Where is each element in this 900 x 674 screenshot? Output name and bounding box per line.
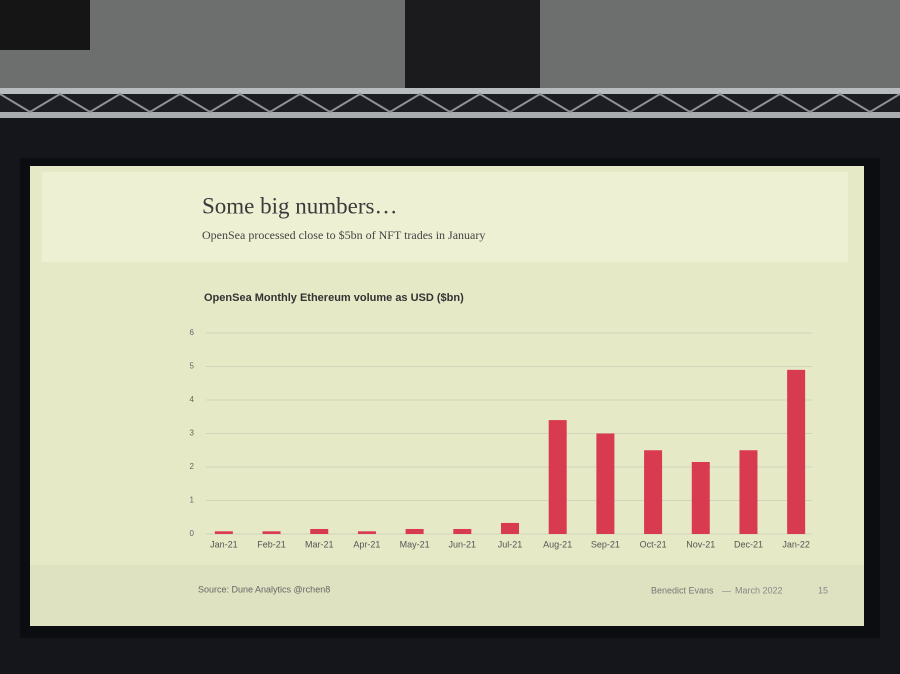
bar (262, 531, 281, 534)
x-tick-label: Nov-21 (686, 539, 715, 549)
truss-lattice (0, 92, 900, 114)
y-tick-label: 4 (190, 395, 195, 404)
bar (405, 528, 424, 534)
bar (596, 433, 615, 534)
x-tick-label: Jan-22 (782, 539, 810, 549)
slide-subtitle: OpenSea processed close to $5bn of NFT t… (202, 228, 485, 242)
slide-title: Some big numbers… (202, 193, 398, 218)
header-band (42, 172, 848, 262)
bar (310, 528, 329, 534)
source: Source: Dune Analytics @rchen8 (198, 584, 330, 594)
x-tick-label: Feb-21 (257, 539, 286, 549)
ceiling-gap (405, 0, 540, 90)
bar (501, 522, 519, 534)
page-number: 15 (818, 585, 828, 595)
date: March 2022 (735, 585, 783, 595)
bar (453, 528, 472, 534)
chart-title: OpenSea Monthly Ethereum volume as USD (… (204, 292, 464, 304)
x-tick-label: Oct-21 (640, 539, 667, 549)
x-tick-label: Jan-21 (210, 539, 238, 549)
bar (739, 450, 758, 534)
y-tick-label: 0 (190, 529, 195, 538)
x-tick-label: Jul-21 (498, 539, 523, 549)
bar (548, 420, 567, 534)
x-tick-label: Jun-21 (449, 539, 477, 549)
footer-band (30, 565, 864, 626)
separator: — (722, 585, 731, 595)
x-tick-label: Sep-21 (591, 539, 620, 549)
y-tick-label: 2 (190, 462, 195, 471)
x-tick-label: Dec-21 (734, 539, 763, 549)
truss-top (0, 88, 900, 94)
x-tick-label: Aug-21 (543, 539, 572, 549)
y-tick-label: 3 (190, 429, 195, 438)
y-tick-label: 5 (190, 362, 195, 371)
y-tick-label: 6 (190, 328, 195, 337)
author: Benedict Evans (651, 585, 714, 595)
truss-bottom (0, 112, 900, 118)
x-tick-label: Mar-21 (305, 539, 334, 549)
bar (357, 531, 376, 534)
bar (787, 369, 806, 534)
bar (214, 531, 233, 534)
x-tick-label: Apr-21 (353, 539, 380, 549)
bar (691, 461, 710, 534)
bar (644, 450, 663, 534)
speaker (0, 0, 90, 50)
y-tick-label: 1 (190, 496, 195, 505)
x-tick-label: May-21 (400, 539, 430, 549)
